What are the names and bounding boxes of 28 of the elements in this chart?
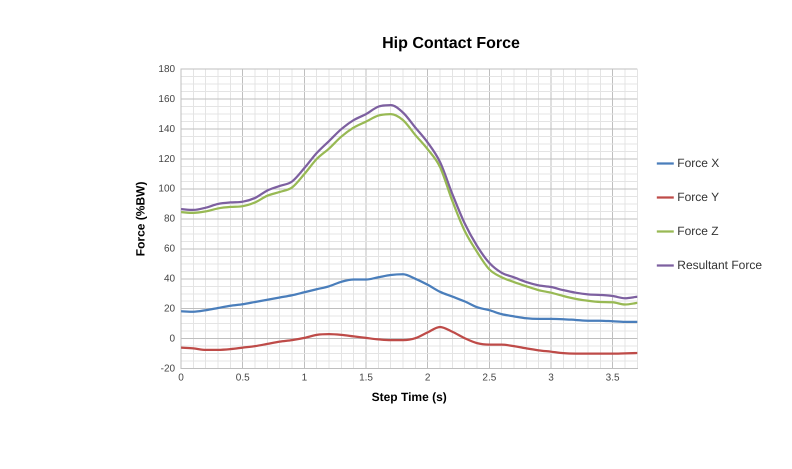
x-tick-label: 2 bbox=[424, 372, 431, 384]
legend-label: Force Y bbox=[677, 190, 720, 204]
legend-label: Resultant Force bbox=[677, 258, 762, 272]
y-tick-label: 40 bbox=[164, 274, 176, 285]
chart-title: Hip Contact Force bbox=[382, 35, 520, 52]
y-tick-label: 60 bbox=[164, 244, 176, 255]
x-tick-label: 2.5 bbox=[482, 372, 497, 384]
y-tick-label: -20 bbox=[160, 363, 176, 374]
x-tick-label: 1 bbox=[302, 372, 308, 384]
line-series bbox=[181, 326, 638, 355]
x-tick-label: 0.5 bbox=[236, 372, 250, 384]
x-tick-label: 3.5 bbox=[606, 372, 620, 384]
x-tick-label: 1.5 bbox=[359, 372, 374, 384]
line-series bbox=[181, 273, 638, 324]
y-tick-label: 100 bbox=[158, 184, 176, 195]
y-tick-label: 120 bbox=[158, 154, 176, 165]
y-tick-label: 80 bbox=[164, 214, 176, 225]
y-tick-label: 140 bbox=[158, 124, 176, 135]
x-axis-title: Step Time (s) bbox=[372, 390, 447, 404]
legend-label: Force Z bbox=[677, 224, 719, 238]
y-tick-label: 0 bbox=[170, 333, 176, 344]
legend-label: Force X bbox=[677, 156, 720, 170]
x-tick-label: 0 bbox=[178, 372, 184, 384]
y-axis-title: Force (%BW) bbox=[134, 182, 148, 256]
y-tick-label: 180 bbox=[158, 64, 176, 75]
y-tick-label: 160 bbox=[158, 94, 176, 105]
x-tick-label: 3 bbox=[548, 372, 554, 384]
y-tick-label: 20 bbox=[164, 303, 176, 314]
